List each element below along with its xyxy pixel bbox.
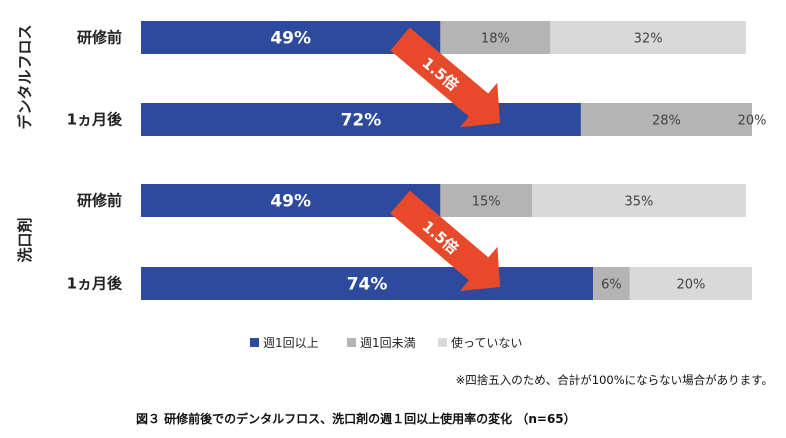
category-label: 1ヵ月後 xyxy=(67,275,123,293)
data-label: 49% xyxy=(270,29,311,49)
bar-segment-1 xyxy=(141,184,441,217)
arrow-shape xyxy=(390,27,501,128)
figure-caption: 図３ 研修前後でのデンタルフロス、洗口剤の週１回以上使用率の変化 （n=65） xyxy=(136,411,576,426)
category-label: 1ヵ月後 xyxy=(67,111,123,129)
data-label: 35% xyxy=(625,195,654,210)
group-label: 洗口剤 xyxy=(16,217,34,262)
group-label: デンタルフロス xyxy=(16,24,34,129)
legend-label: 週1回以上 xyxy=(263,336,319,350)
bar-segment-3 xyxy=(629,267,752,300)
data-label: 6% xyxy=(601,278,622,293)
bar-segment-1 xyxy=(141,103,581,136)
category-label: 研修前 xyxy=(77,192,122,210)
legend-swatch xyxy=(347,338,356,347)
bar-segment-3 xyxy=(550,21,746,54)
bar-segment-2 xyxy=(593,267,630,300)
data-label: 72% xyxy=(341,111,382,131)
data-label: 49% xyxy=(270,192,311,212)
legend: 週1回以上 週1回未満 使っていない xyxy=(250,335,522,350)
bar-segment-3 xyxy=(532,184,746,217)
arrow-shape xyxy=(390,190,500,291)
bar-segment-2 xyxy=(580,103,752,136)
bar-segment-2 xyxy=(440,21,551,54)
footnote: ※四捨五入のため、合計が100%にならない場合があります。 xyxy=(456,373,773,387)
bar-segment-2 xyxy=(440,184,533,217)
data-label: 20% xyxy=(738,114,767,129)
data-label: 32% xyxy=(634,32,663,47)
legend-label: 使っていない xyxy=(451,335,522,350)
legend-swatch xyxy=(438,338,447,347)
bar-segment-1 xyxy=(141,267,594,300)
data-label: 20% xyxy=(676,278,705,293)
category-label: 研修前 xyxy=(77,29,122,47)
arrows-layer: 1.5倍1.5倍 xyxy=(390,27,501,291)
bars-layer xyxy=(141,21,752,300)
data-label: 15% xyxy=(472,195,501,210)
data-label: 18% xyxy=(481,32,510,47)
legend-swatch xyxy=(250,338,259,347)
legend-label: 週1回未満 xyxy=(360,336,416,350)
data-label: 74% xyxy=(347,275,388,295)
data-label: 28% xyxy=(652,114,681,129)
bar-segment-1 xyxy=(141,21,441,54)
